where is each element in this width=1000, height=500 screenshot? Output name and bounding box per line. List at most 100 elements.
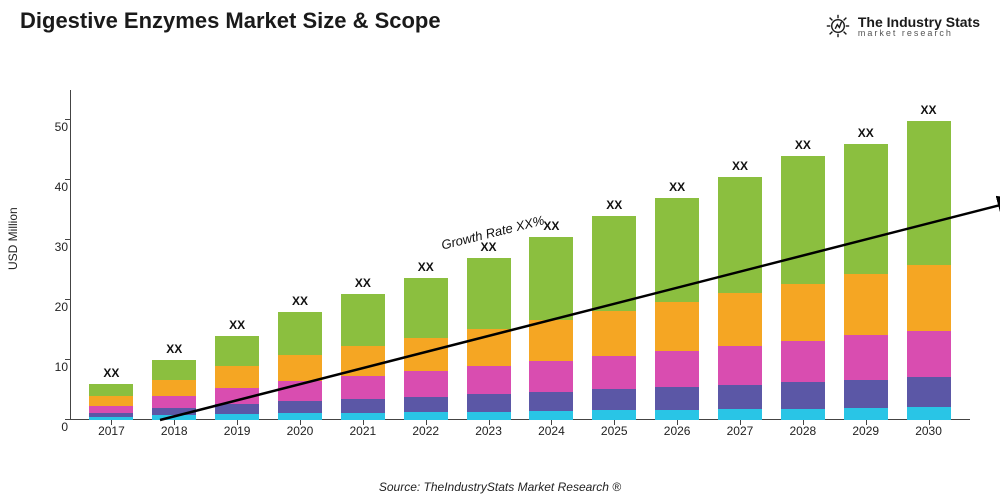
- logo-sub-text: market research: [858, 29, 980, 38]
- bar-group: XX: [718, 177, 762, 420]
- y-tick-label: 50: [55, 120, 68, 134]
- bar-segment: [781, 382, 825, 408]
- bar-segment: [215, 366, 259, 388]
- bar-segment: [467, 394, 511, 411]
- y-tick-label: 10: [55, 360, 68, 374]
- bar-segment: [844, 144, 888, 274]
- bar-data-label: XX: [907, 103, 951, 117]
- bar-segment: [781, 284, 825, 341]
- bar-data-label: XX: [718, 159, 762, 173]
- bar-data-label: XX: [278, 294, 322, 308]
- bar-segment: [781, 156, 825, 284]
- x-tick-label: 2017: [80, 424, 143, 438]
- bar-segment: [467, 412, 511, 420]
- bar-segment: [844, 408, 888, 420]
- bar-group: XX: [781, 156, 825, 420]
- bar-segment: [718, 177, 762, 293]
- bar-segment: [278, 401, 322, 413]
- chart-container: Digestive Enzymes Market Size & Scope Th…: [0, 0, 1000, 500]
- bar-segment: [907, 377, 951, 407]
- y-tick-label: 40: [55, 180, 68, 194]
- x-tick-label: 2030: [897, 424, 960, 438]
- bar-segment: [278, 355, 322, 381]
- bar-segment: [655, 302, 699, 351]
- x-tick-label: 2019: [206, 424, 269, 438]
- chart-title: Digestive Enzymes Market Size & Scope: [20, 8, 441, 34]
- bar-segment: [89, 406, 133, 413]
- bar-segment: [215, 388, 259, 405]
- bar-segment: [718, 346, 762, 385]
- bar-segment: [844, 274, 888, 335]
- bar-group: XX: [404, 278, 448, 420]
- bar-group: XX: [529, 237, 573, 420]
- bar-segment: [907, 331, 951, 378]
- y-tick-mark: [65, 239, 70, 240]
- logo-main-text: The Industry Stats: [858, 15, 980, 29]
- bar-segment: [655, 387, 699, 410]
- bar-data-label: XX: [404, 260, 448, 274]
- x-tick-label: 2026: [646, 424, 709, 438]
- bar-segment: [592, 389, 636, 410]
- bar-segment: [529, 361, 573, 392]
- x-tick-label: 2023: [457, 424, 520, 438]
- bar-segment: [844, 335, 888, 379]
- bar-group: XX: [215, 336, 259, 420]
- x-tick-label: 2020: [269, 424, 332, 438]
- bar-data-label: XX: [844, 126, 888, 140]
- bar-group: XX: [278, 312, 322, 420]
- bar-segment: [655, 198, 699, 302]
- bar-segment: [907, 121, 951, 265]
- bar-group: XX: [844, 144, 888, 420]
- bar-segment: [529, 237, 573, 320]
- bar-data-label: XX: [592, 198, 636, 212]
- bars-layer: XXXXXXXXXXXXXXXXXXXXXXXXXXXX: [70, 90, 970, 420]
- bar-segment: [152, 396, 196, 408]
- gear-icon: [824, 12, 852, 40]
- bar-segment: [718, 385, 762, 410]
- bar-segment: [341, 376, 385, 399]
- bar-segment: [655, 410, 699, 420]
- x-tick-label: 2021: [331, 424, 394, 438]
- bar-group: XX: [89, 384, 133, 420]
- bar-data-label: XX: [215, 318, 259, 332]
- bar-segment: [907, 265, 951, 330]
- bar-segment: [529, 392, 573, 411]
- bar-segment: [655, 351, 699, 387]
- y-ticks: 01020304050: [38, 90, 68, 420]
- bar-segment: [467, 329, 511, 366]
- bar-segment: [529, 411, 573, 420]
- bar-segment: [404, 412, 448, 420]
- x-tick-label: 2028: [771, 424, 834, 438]
- bar-segment: [781, 341, 825, 382]
- bar-segment: [404, 278, 448, 337]
- bar-segment: [341, 413, 385, 420]
- bar-segment: [718, 293, 762, 346]
- bar-group: XX: [341, 294, 385, 420]
- bar-data-label: XX: [152, 342, 196, 356]
- bar-segment: [404, 338, 448, 372]
- y-tick-label: 30: [55, 240, 68, 254]
- bar-segment: [592, 216, 636, 311]
- bar-group: XX: [655, 198, 699, 420]
- y-tick-label: 0: [61, 420, 68, 434]
- bar-segment: [152, 360, 196, 380]
- y-tick-mark: [65, 359, 70, 360]
- bar-segment: [152, 380, 196, 396]
- bar-segment: [592, 410, 636, 420]
- bar-segment: [215, 404, 259, 414]
- bar-segment: [718, 409, 762, 420]
- bar-group: XX: [592, 216, 636, 420]
- y-tick-label: 20: [55, 300, 68, 314]
- source-text: Source: TheIndustryStats Market Research…: [0, 480, 1000, 494]
- bar-segment: [278, 381, 322, 401]
- bar-segment: [152, 408, 196, 415]
- x-tick-label: 2022: [394, 424, 457, 438]
- y-tick-mark: [65, 179, 70, 180]
- bar-segment: [278, 312, 322, 355]
- y-tick-mark: [65, 119, 70, 120]
- bar-segment: [404, 397, 448, 413]
- bar-data-label: XX: [655, 180, 699, 194]
- y-tick-mark: [65, 299, 70, 300]
- bar-segment: [341, 346, 385, 376]
- plot-area: XXXXXXXXXXXXXXXXXXXXXXXXXXXX Growth Rate…: [70, 90, 970, 420]
